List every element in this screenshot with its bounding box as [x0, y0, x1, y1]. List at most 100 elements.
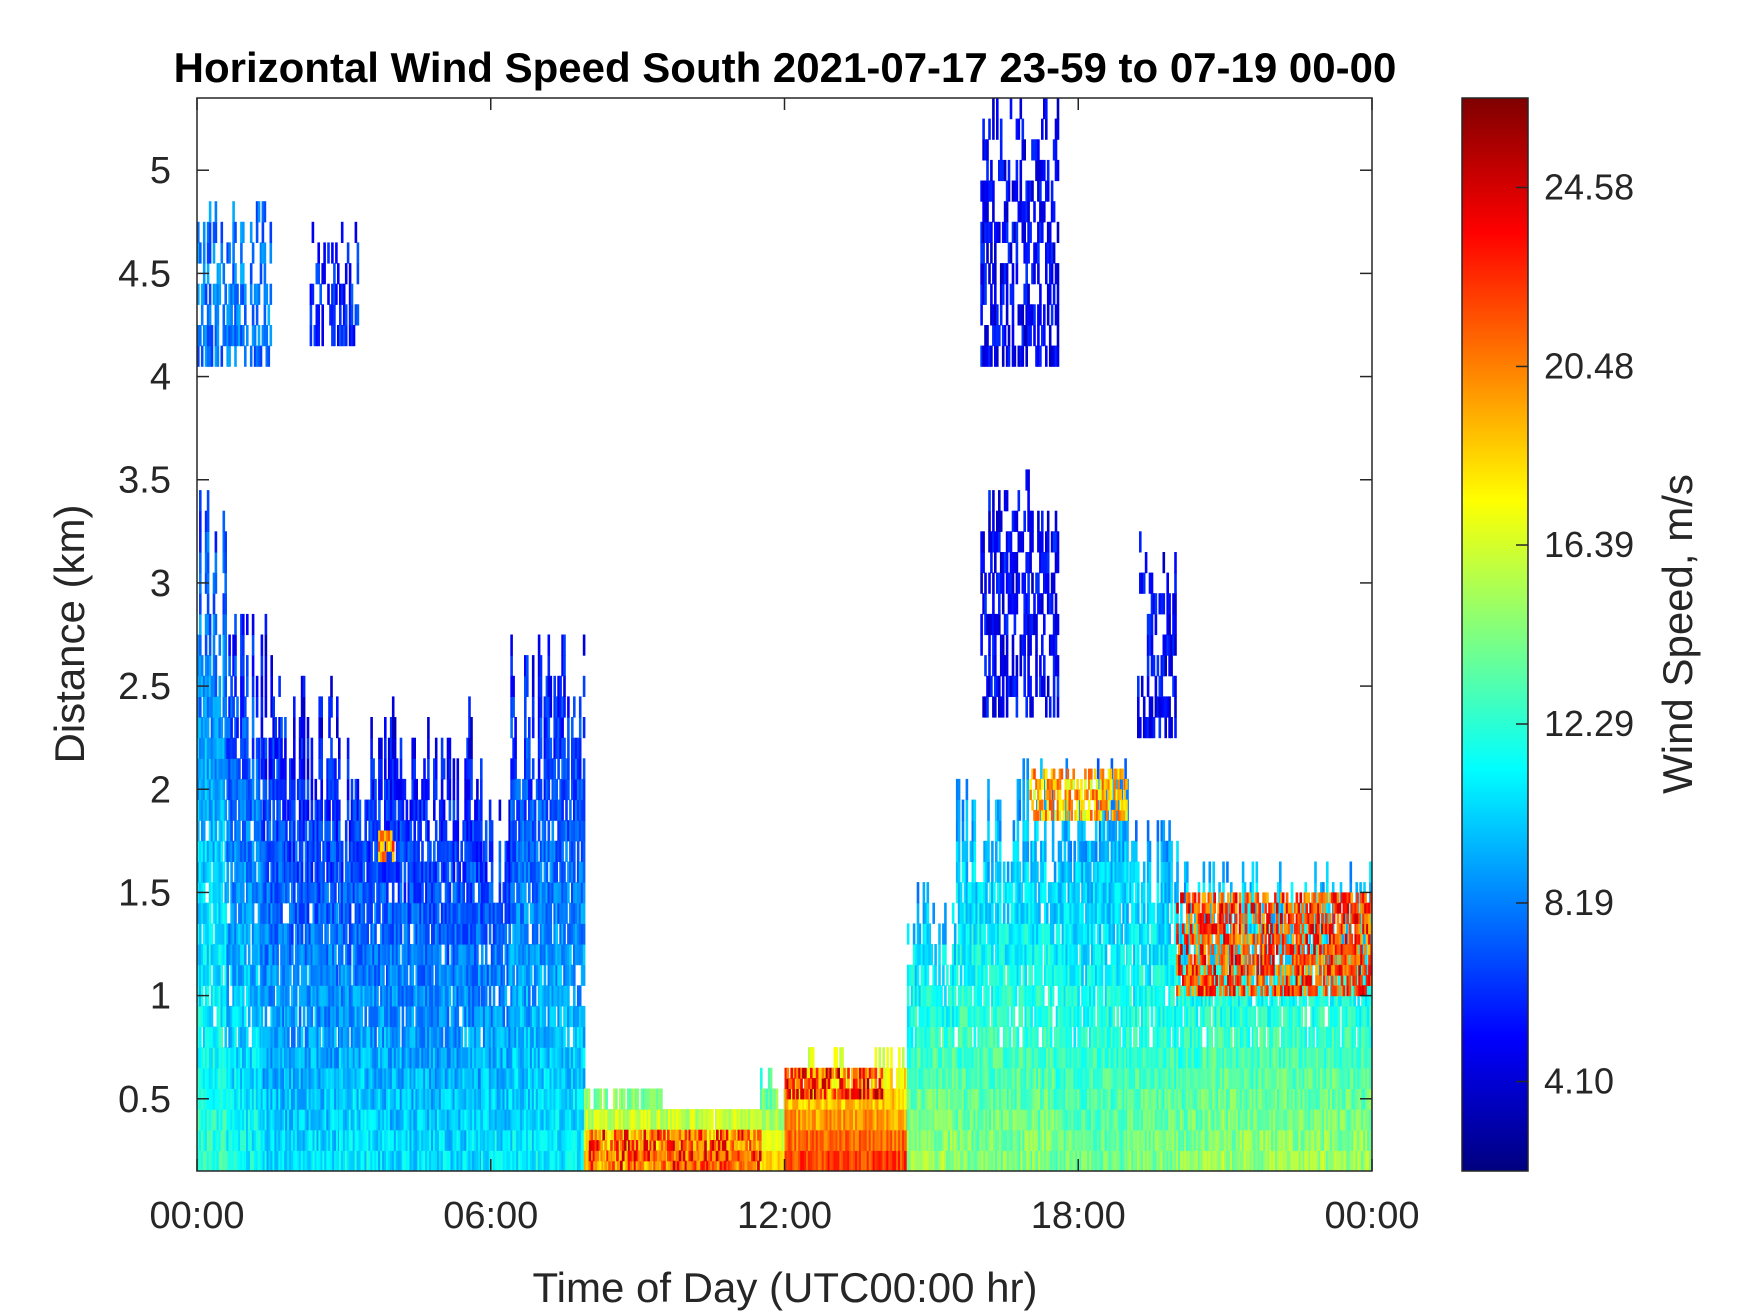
- heatmap-cell: [234, 964, 237, 986]
- heatmap-cell: [434, 882, 438, 904]
- heatmap-cell: [304, 1150, 308, 1171]
- heatmap-cell: [819, 1150, 823, 1171]
- heatmap-cell: [454, 820, 458, 842]
- heatmap-cell: [378, 1047, 381, 1069]
- heatmap-cell: [366, 964, 369, 986]
- heatmap-cell: [272, 778, 275, 801]
- heatmap-cell: [514, 923, 517, 945]
- heatmap-cell: [236, 985, 239, 1007]
- heatmap-cell: [934, 1129, 937, 1151]
- heatmap-cell: [559, 1129, 562, 1151]
- heatmap-cell: [247, 778, 251, 801]
- heatmap-cell: [580, 799, 584, 821]
- heatmap-cell: [236, 882, 239, 904]
- heatmap-cell: [537, 1067, 541, 1089]
- heatmap-cell: [320, 902, 323, 924]
- heatmap-cell: [669, 1109, 673, 1131]
- heatmap-cell: [454, 1088, 458, 1110]
- heatmap-cell: [526, 1047, 529, 1069]
- heatmap-cell: [298, 758, 302, 780]
- heatmap-cell: [393, 1026, 397, 1048]
- heatmap-cell: [433, 840, 436, 862]
- heatmap-cell: [285, 985, 288, 1007]
- heatmap-cell: [528, 1129, 531, 1151]
- heatmap-cell: [944, 923, 947, 945]
- heatmap-cell: [270, 1088, 273, 1110]
- heatmap-cell: [372, 944, 375, 966]
- heatmap-cell: [547, 634, 551, 656]
- chart-title: Horizontal Wind Speed South 2021-07-17 2…: [174, 44, 1397, 91]
- heatmap-cell: [533, 1150, 537, 1171]
- heatmap-cell: [555, 985, 558, 1007]
- heatmap-cell: [226, 861, 229, 883]
- heatmap-cell: [324, 944, 327, 966]
- heatmap-cell: [561, 737, 564, 759]
- heatmap-cell: [220, 1047, 224, 1069]
- heatmap-cell: [332, 1150, 335, 1171]
- heatmap-cell: [314, 778, 318, 801]
- heatmap-cell: [738, 1109, 742, 1131]
- heatmap-cell: [531, 1005, 535, 1028]
- heatmap-cell: [516, 1129, 519, 1151]
- heatmap-cell: [959, 1026, 963, 1048]
- heatmap-cell: [460, 1088, 463, 1110]
- heatmap-cell: [472, 861, 475, 883]
- heatmap-cell: [492, 985, 496, 1007]
- heatmap-cell: [537, 1026, 541, 1048]
- heatmap-cell: [380, 1047, 383, 1069]
- heatmap-cell: [436, 861, 440, 883]
- heatmap-cell: [320, 778, 323, 801]
- heatmap-cell: [320, 882, 323, 904]
- heatmap-cell: [336, 840, 339, 862]
- heatmap-cell: [440, 1047, 444, 1069]
- heatmap-cell: [504, 923, 508, 945]
- heatmap-cell: [545, 985, 549, 1007]
- heatmap-cell: [456, 840, 460, 862]
- heatmap-cell: [979, 1129, 982, 1151]
- heatmap-cell: [222, 1047, 226, 1069]
- heatmap-cell: [567, 944, 570, 966]
- heatmap-cell: [419, 1005, 422, 1028]
- heatmap-cell: [360, 840, 364, 862]
- heatmap-cell: [971, 820, 975, 842]
- heatmap-cell: [236, 1088, 239, 1110]
- heatmap-cell: [234, 1129, 237, 1151]
- heatmap-cell: [358, 840, 362, 862]
- heatmap-cell: [531, 675, 535, 697]
- heatmap-cell: [582, 882, 586, 904]
- heatmap-cell: [344, 1026, 348, 1048]
- heatmap-cell: [541, 1067, 545, 1089]
- heatmap-cell: [918, 1150, 922, 1171]
- heatmap-cell: [358, 1150, 362, 1171]
- heatmap-cell: [429, 964, 432, 986]
- heatmap-cell: [436, 1047, 440, 1069]
- heatmap-cell: [202, 1067, 206, 1089]
- heatmap-cell: [571, 820, 574, 842]
- heatmap-cell: [539, 655, 543, 677]
- heatmap-cell: [888, 1150, 891, 1171]
- heatmap-cell: [240, 840, 243, 862]
- heatmap-cell: [300, 1129, 304, 1151]
- heatmap-cell: [920, 1088, 924, 1110]
- heatmap-cell: [262, 923, 266, 945]
- heatmap-cell: [222, 820, 226, 842]
- heatmap-cell: [440, 758, 444, 780]
- heatmap-cell: [531, 840, 535, 862]
- heatmap-cell: [609, 1109, 612, 1131]
- heatmap-cell: [977, 882, 980, 904]
- heatmap-cell: [582, 923, 586, 945]
- heatmap-cell: [253, 1109, 257, 1131]
- heatmap-cell: [278, 923, 281, 945]
- heatmap-cell: [360, 1088, 364, 1110]
- heatmap-cell: [318, 1067, 321, 1089]
- heatmap-cell: [506, 944, 509, 966]
- heatmap-cell: [474, 923, 477, 945]
- heatmap-cell: [257, 778, 261, 801]
- heatmap-cell: [352, 882, 356, 904]
- heatmap-cell: [280, 1067, 283, 1089]
- heatmap-cell: [888, 1109, 891, 1131]
- heatmap-cell: [936, 1047, 939, 1069]
- heatmap-cell: [314, 882, 318, 904]
- heatmap-cell: [232, 1026, 235, 1048]
- heatmap-cell: [977, 1150, 980, 1171]
